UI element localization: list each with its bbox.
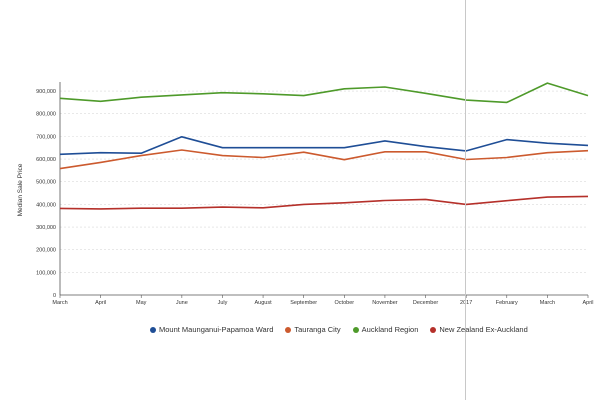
x-tick-label: June — [176, 300, 188, 306]
x-tick-label: September — [290, 300, 317, 306]
legend-swatch — [150, 326, 156, 333]
y-axis-label: Median Sale Price — [17, 163, 24, 216]
gridlines — [60, 90, 588, 273]
x-tick-label: April — [582, 300, 593, 306]
legend-label: Tauranga City — [294, 325, 341, 334]
y-tick-label: 0 — [53, 293, 56, 299]
chart-legend: Mount Maunganui-Papamoa Ward Tauranga Cit… — [150, 325, 528, 334]
x-tick-label: March — [52, 300, 67, 306]
x-tick-label: November — [372, 300, 398, 306]
y-tick-label: 100,000 — [36, 270, 56, 276]
y-tick-label: 300,000 — [36, 225, 56, 231]
x-tick-label: April — [95, 300, 106, 306]
y-tick-label: 600,000 — [36, 157, 56, 163]
legend-item: Mount Maunganui-Papamoa Ward — [150, 325, 273, 334]
series-line — [59, 82, 589, 104]
y-tick-label: 400,000 — [36, 202, 56, 208]
y-tick-label: 800,000 — [36, 112, 56, 118]
y-tick-label: 200,000 — [36, 248, 56, 254]
legend-swatch — [352, 326, 359, 333]
x-tick-label: July — [218, 300, 228, 306]
series-line — [59, 195, 589, 210]
x-tick-label: March — [540, 300, 555, 306]
legend-label: Mount Maunganui-Papamoa Ward — [159, 325, 274, 334]
legend-swatch — [430, 326, 437, 333]
x-tick-label: October — [335, 300, 355, 306]
x-tick-label: 2017 — [460, 300, 472, 306]
x-tick-label: May — [136, 300, 147, 306]
x-tick-label: December — [413, 300, 439, 306]
series-line — [59, 149, 589, 170]
x-tick-label: August — [255, 300, 273, 306]
x-tick-label: February — [496, 300, 518, 306]
series-line — [59, 136, 589, 156]
y-tick-label: 700,000 — [36, 134, 56, 140]
legend-label: New Zealand Ex-Auckland — [439, 325, 528, 334]
series-lines — [59, 82, 589, 210]
legend-item: Tauranga City — [285, 325, 341, 334]
legend-label: Auckland Region — [361, 325, 419, 334]
vertical-divider — [465, 0, 466, 400]
legend-item: Auckland Region — [352, 325, 419, 334]
legend-item: New Zealand Ex-Auckland — [430, 325, 528, 334]
axes — [59, 82, 589, 298]
tick-labels: 0 100,000 200,000 300,000 400,000 500,000 600,… — [36, 89, 593, 306]
legend-swatch — [285, 326, 292, 333]
y-tick-label: 900,000 — [36, 89, 56, 95]
y-tick-label: 500,000 — [36, 180, 56, 186]
